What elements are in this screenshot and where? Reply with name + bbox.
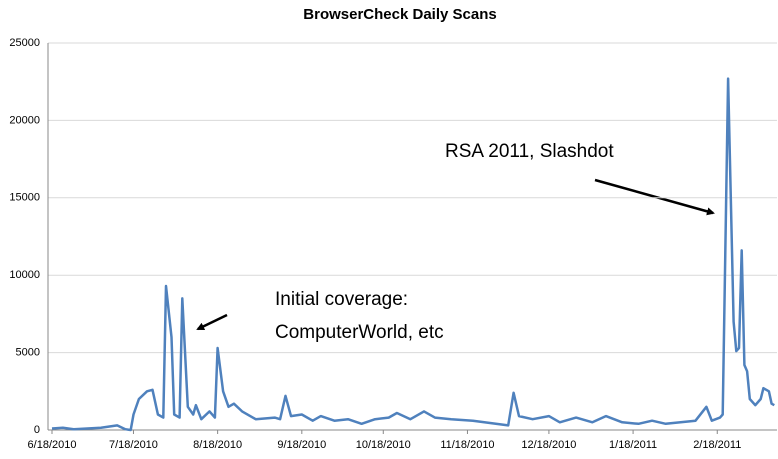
annotation: RSA 2011, Slashdot — [445, 141, 614, 162]
y-tick-label: 10000 — [9, 269, 40, 281]
x-tick-label: 7/18/2010 — [109, 439, 158, 451]
annotation: Initial coverage: — [275, 289, 408, 310]
y-tick-label: 0 — [34, 424, 40, 436]
y-tick-label: 25000 — [9, 37, 40, 49]
annotation: ComputerWorld, etc — [275, 322, 444, 343]
y-tick-label: 5000 — [16, 347, 40, 359]
y-tick-label: 20000 — [9, 114, 40, 126]
x-tick-label: 6/18/2010 — [28, 439, 77, 451]
x-tick-label: 10/18/2010 — [356, 439, 411, 451]
arrow — [196, 313, 228, 331]
x-tick-label: 8/18/2010 — [193, 439, 242, 451]
x-tick-label: 1/18/2011 — [609, 439, 657, 451]
arrow — [594, 178, 715, 216]
x-tick-label: 11/18/2010 — [440, 439, 494, 451]
x-tick-label: 2/18/2011 — [693, 439, 741, 451]
data-line — [51, 77, 775, 432]
x-tick-label: 9/18/2010 — [277, 439, 326, 451]
y-tick-label: 15000 — [9, 192, 40, 204]
chart-title: BrowserCheck Daily Scans — [303, 6, 496, 23]
x-tick-label: 12/18/2010 — [521, 439, 576, 451]
